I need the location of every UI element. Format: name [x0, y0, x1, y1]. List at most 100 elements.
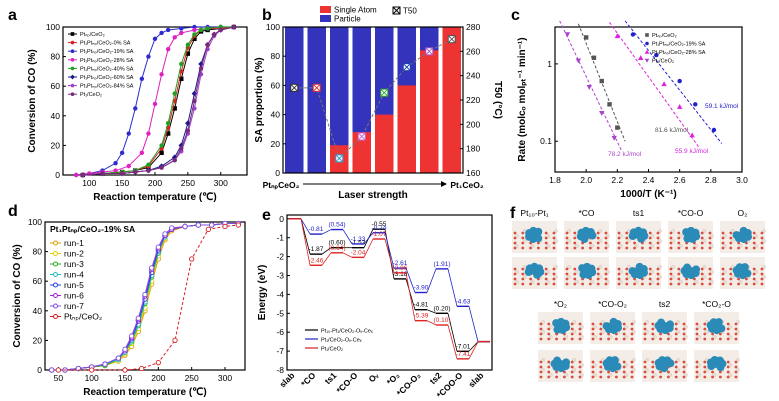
cerium-atom — [575, 270, 579, 274]
oxygen-atom — [721, 246, 725, 250]
oxygen-atom — [677, 231, 681, 235]
data-point-a — [165, 121, 171, 126]
oxygen-atom — [615, 370, 618, 374]
y-tick-label-e: -5 — [276, 308, 284, 318]
panel-b: b 0 20 40 60 80 100 160 180 200 220 240 260 280 SA pro… — [254, 6, 503, 202]
x-axis-label-b: Laser strength — [338, 190, 407, 201]
oxygen-atom — [625, 267, 629, 271]
oxygen-atom — [700, 246, 704, 250]
oxygen-atom — [625, 282, 629, 286]
oxygen-atom — [513, 231, 517, 235]
oxygen-atom — [752, 282, 756, 286]
legend-marker-c — [644, 49, 650, 54]
structure-cell — [512, 221, 558, 253]
oxygen-atom — [669, 246, 673, 250]
cerium-atom — [697, 363, 701, 367]
oxygen-atom — [547, 332, 551, 336]
legend-marker-d — [53, 240, 58, 246]
oxygen-atom — [674, 360, 678, 364]
oxygen-atom — [737, 282, 740, 286]
fit-line-c — [609, 22, 701, 150]
oxygen-atom — [703, 337, 707, 341]
data-point-d — [135, 315, 141, 321]
oxygen-atom — [734, 337, 738, 341]
x-tick-label-c: 3.0 — [736, 175, 748, 185]
oxygen-atom — [573, 267, 577, 271]
oxygen-atom — [669, 236, 673, 240]
cerium-atom — [608, 335, 613, 339]
legend-label-d: run-7 — [64, 301, 84, 311]
cerium-atom — [671, 229, 675, 233]
oxygen-atom — [667, 375, 670, 379]
bar-single-atom — [420, 50, 439, 173]
data-point-a — [231, 24, 237, 30]
data-point-d — [142, 291, 148, 298]
cerium-atom — [624, 335, 628, 339]
data-point-d — [172, 337, 178, 344]
energy-connector-e — [363, 232, 374, 245]
oxygen-atom — [703, 375, 707, 379]
data-point-a — [192, 98, 197, 104]
oxygen-atom — [737, 277, 740, 281]
x-tick-label-a: 250 — [181, 178, 195, 188]
y-tick-label-e: -3 — [276, 270, 284, 280]
oxygen-atom — [539, 370, 543, 374]
oxygen-atom — [622, 332, 626, 336]
oxygen-atom — [674, 375, 678, 379]
oxygen-atom — [656, 236, 660, 240]
oxygen-atom — [700, 236, 704, 240]
x-tick-label-a: 150 — [115, 178, 129, 188]
data-point-d — [169, 225, 175, 231]
oxygen-atom — [591, 370, 595, 374]
oxygen-atom — [573, 277, 577, 281]
panel-label-e: e — [262, 207, 271, 224]
cerium-atom — [549, 373, 553, 377]
oxygen-atom — [667, 337, 670, 341]
y-tick-label-e: -2 — [276, 252, 284, 262]
oxygen-atom — [648, 246, 652, 250]
cerium-atom — [554, 265, 558, 269]
y-tick-label-e: 0 — [279, 214, 284, 224]
y-tick-label-c: 0.1 — [540, 136, 552, 146]
y-tick-label-b: 0 — [275, 168, 280, 178]
cerium-atom — [546, 244, 550, 248]
data-point-a — [179, 146, 184, 151]
data-point-a — [165, 131, 171, 136]
y-axis-label-a: Conversion of CO (%) — [27, 49, 38, 152]
cerium-atom — [650, 234, 654, 238]
pt-atom — [533, 270, 542, 279]
oxygen-atom — [578, 327, 582, 331]
data-point-a — [159, 165, 164, 170]
pt-atom — [610, 356, 619, 365]
cerium-atom — [679, 234, 683, 238]
energy-connector-e — [321, 252, 332, 266]
bar-particle — [307, 27, 326, 173]
cerium-atom — [754, 234, 758, 238]
oxygen-atom — [703, 365, 707, 369]
oxygen-atom — [641, 246, 644, 250]
data-point-a — [159, 72, 164, 77]
t50-marker-cross — [312, 83, 321, 92]
oxygen-atom — [729, 267, 733, 271]
oxygen-atom — [677, 267, 681, 271]
data-point-a — [192, 36, 197, 42]
oxygen-atom — [682, 365, 686, 369]
bar-particle — [285, 27, 304, 173]
data-point-c — [599, 111, 605, 116]
data-point-a — [198, 66, 204, 71]
oxygen-atom — [760, 277, 764, 281]
cerium-atom — [608, 373, 613, 377]
legend-label-a: Pt₁Ptₙₚ/CeO₂-0% SA — [80, 41, 131, 47]
oxygen-atom — [539, 337, 543, 341]
legend-marker-t50-cross — [392, 6, 401, 15]
cerium-atom — [632, 368, 636, 372]
energy-connector-e — [468, 341, 479, 352]
energy-connector-e — [426, 320, 437, 326]
oxygen-atom — [677, 282, 681, 286]
oxygen-atom — [544, 277, 548, 281]
cerium-atom — [684, 373, 688, 377]
oxygen-atom — [651, 322, 655, 326]
cerium-atom — [728, 325, 732, 329]
legend-swatch-particle — [320, 15, 331, 22]
energy-connector-e — [363, 238, 374, 258]
